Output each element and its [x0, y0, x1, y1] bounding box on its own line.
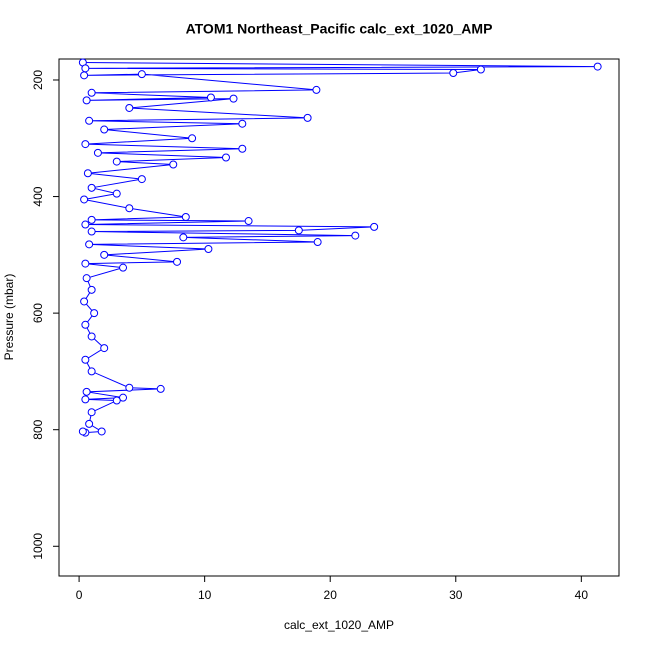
data-point	[100, 250, 109, 259]
data-point	[206, 93, 215, 102]
data-point	[351, 231, 360, 240]
data-point	[119, 263, 128, 272]
data-point	[82, 387, 91, 396]
data-point	[238, 119, 247, 128]
data-point	[370, 222, 379, 231]
data-point	[85, 419, 94, 428]
data-point	[81, 355, 90, 364]
data-point	[81, 259, 90, 268]
data-point	[85, 116, 94, 125]
x-tick-label: 20	[324, 588, 338, 602]
data-point	[229, 94, 238, 103]
y-tick-label: 200	[31, 70, 45, 90]
data-point	[188, 134, 197, 143]
data-point	[80, 195, 89, 204]
y-tick-label: 400	[31, 186, 45, 206]
data-point	[97, 427, 106, 436]
data-point	[87, 408, 96, 417]
data-point	[87, 215, 96, 224]
data-point	[449, 68, 458, 77]
data-point	[125, 103, 134, 112]
data-point	[119, 393, 128, 402]
x-axis-label: calc_ext_1020_AMP	[284, 618, 394, 632]
data-point	[87, 227, 96, 236]
data-point	[204, 245, 213, 254]
data-point	[156, 384, 165, 393]
data-point	[125, 204, 134, 213]
data-point	[93, 148, 102, 157]
data-point	[181, 212, 190, 221]
data-point	[244, 217, 253, 226]
data-point	[85, 240, 94, 249]
data-point	[80, 71, 89, 80]
data-point	[312, 85, 321, 94]
data-point	[87, 285, 96, 294]
data-point	[476, 65, 485, 74]
data-point	[137, 70, 146, 79]
chart-title: ATOM1 Northeast_Pacific calc_ext_1020_AM…	[186, 21, 493, 37]
x-tick-label: 40	[575, 588, 589, 602]
data-point	[82, 96, 91, 105]
data-point	[313, 238, 322, 247]
data-point	[87, 332, 96, 341]
data-point	[87, 88, 96, 97]
data-point	[100, 125, 109, 134]
data-point	[80, 297, 89, 306]
data-point	[137, 175, 146, 184]
data-point	[81, 64, 90, 73]
data-point	[169, 160, 178, 169]
y-tick-label: 600	[31, 303, 45, 323]
data-point	[125, 383, 134, 392]
data-point	[83, 169, 92, 178]
data-point	[593, 62, 602, 71]
x-tick-label: 10	[198, 588, 212, 602]
data-point	[81, 220, 90, 229]
data-point	[294, 226, 303, 235]
data-point	[81, 320, 90, 329]
data-point	[81, 395, 90, 404]
data-point	[112, 396, 121, 405]
data-point	[81, 140, 90, 149]
data-point	[112, 157, 121, 166]
data-point	[112, 189, 121, 198]
y-tick-label: 1000	[31, 533, 45, 560]
data-point	[221, 153, 230, 162]
y-tick-label: 800	[31, 419, 45, 439]
x-tick-label: 0	[76, 588, 83, 602]
data-point	[87, 367, 96, 376]
data-point	[173, 257, 182, 266]
data-point	[90, 309, 99, 318]
data-point	[78, 427, 87, 436]
data-point	[179, 233, 188, 242]
y-axis-label: Pressure (mbar)	[2, 274, 16, 361]
data-point	[238, 144, 247, 153]
data-point	[100, 344, 109, 353]
data-point	[303, 113, 312, 122]
data-point	[87, 183, 96, 192]
data-point	[82, 274, 91, 283]
x-tick-label: 30	[449, 588, 463, 602]
